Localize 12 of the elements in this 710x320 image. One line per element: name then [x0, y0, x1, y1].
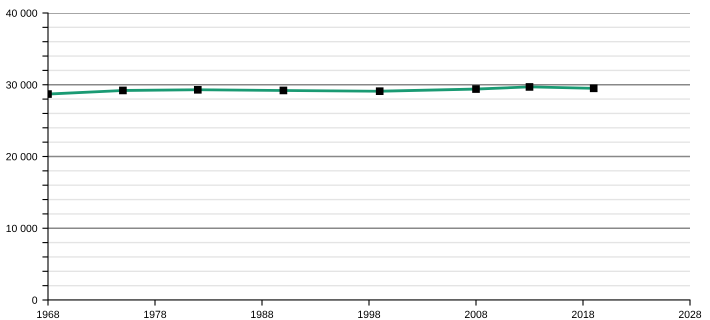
- y-tick-label: 0: [32, 296, 38, 304]
- x-tick-label: 1988: [251, 310, 274, 318]
- x-tick-label: 1998: [358, 310, 380, 318]
- x-tick-label: 2028: [678, 310, 702, 318]
- y-tick-label: 20 000: [6, 153, 38, 160]
- x-tick-label: 1978: [144, 310, 166, 318]
- y-tick-label: 30 000: [6, 81, 38, 89]
- x-tick-label: 2018: [572, 310, 594, 318]
- x-tick-label: 1968: [37, 310, 60, 318]
- y-tick-label: 40 000: [6, 10, 38, 17]
- x-tick-label: 2008: [464, 310, 488, 318]
- y-tick-label: 10 000: [6, 224, 38, 232]
